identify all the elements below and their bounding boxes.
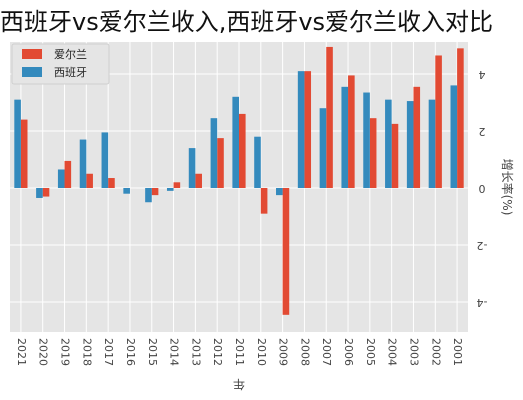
- category-tick-label: 2016: [124, 338, 137, 366]
- value-tick-labels: -4 -2 0 2 4: [477, 68, 488, 309]
- bar-spain-2010: [254, 136, 261, 188]
- page-title: 西班牙vs爱尔兰收入,西班牙vs爱尔兰收入对比: [0, 8, 494, 36]
- bar-ireland-2015: [151, 188, 159, 196]
- bar-ireland-2008: [304, 71, 312, 188]
- category-tick-label: 2009: [277, 338, 290, 366]
- legend: 爱尔兰 西班牙: [11, 43, 110, 85]
- bar-ireland-2012: [217, 138, 224, 188]
- category-tick-label: 2017: [102, 338, 115, 366]
- bar-ireland-2018: [86, 173, 93, 188]
- category-tick-label: 2004: [386, 338, 399, 366]
- legend-swatch-ireland: [22, 49, 42, 59]
- bar-spain-2001: [450, 85, 458, 188]
- category-tick-label: 2014: [168, 338, 181, 366]
- category-tick-label: 2013: [189, 338, 202, 366]
- bar-spain-2017: [101, 132, 109, 188]
- category-tick-label: 2003: [407, 338, 420, 366]
- bar-spain-2018: [79, 139, 87, 188]
- bar-spain-2014: [166, 188, 174, 191]
- bar-ireland-2010: [260, 188, 268, 214]
- bar-spain-2013: [188, 148, 196, 188]
- bar-spain-2012: [210, 118, 218, 188]
- category-tick-label: 2001: [451, 338, 464, 366]
- category-tick-label: 2020: [37, 338, 50, 366]
- bar-spain-2005: [363, 92, 370, 188]
- category-tick-label: 2008: [298, 338, 311, 366]
- bar-ireland-2017: [108, 178, 115, 188]
- category-tick-label: 2018: [80, 338, 93, 366]
- category-tick-label: 2015: [146, 338, 159, 366]
- bar-ireland-2003: [413, 86, 421, 188]
- category-tick-label: 2002: [429, 338, 442, 366]
- bar-spain-2004: [385, 99, 392, 188]
- value-tick-label: 0: [479, 182, 486, 195]
- bar-spain-2008: [297, 71, 305, 188]
- bar-spain-2019: [57, 169, 65, 188]
- value-tick-label: -2: [477, 239, 488, 252]
- bar-spain-2003: [406, 101, 414, 188]
- bar-spain-2006: [341, 86, 349, 188]
- value-tick-label: -4: [477, 296, 488, 309]
- bar-ireland-2021: [20, 119, 28, 188]
- legend-label-ireland: 爱尔兰: [54, 48, 87, 61]
- bar-ireland-2009: [282, 188, 290, 315]
- bar-ireland-2004: [391, 123, 399, 188]
- bar-spain-2016: [123, 188, 130, 194]
- category-tick-label: 2012: [211, 338, 224, 366]
- category-tick-label: 2021: [15, 338, 28, 366]
- bar-ireland-2001: [457, 48, 464, 188]
- bar-ireland-2011: [239, 113, 246, 188]
- value-tick-label: 2: [479, 125, 486, 138]
- bar-spain-2021: [14, 99, 21, 188]
- bar-spain-2009: [276, 188, 283, 196]
- category-tick-label: 2007: [320, 338, 333, 366]
- legend-label-spain: 西班牙: [54, 66, 87, 79]
- y-axis-label: 增长率(%): [500, 159, 515, 216]
- category-tick-label: 2011: [233, 338, 246, 366]
- bar-spain-2020: [36, 188, 43, 198]
- category-tick-label: 2006: [342, 338, 355, 366]
- x-axis-label: 年: [233, 377, 245, 391]
- bars: [14, 46, 464, 315]
- bar-spain-2002: [428, 99, 436, 188]
- category-tick-label: 2005: [364, 338, 377, 366]
- bar-ireland-2002: [435, 55, 442, 188]
- bar-spain-2015: [145, 188, 152, 203]
- bar-ireland-2020: [42, 188, 50, 197]
- value-tick-label: 4: [479, 68, 486, 81]
- category-tick-label: 2010: [255, 338, 268, 366]
- bar-ireland-2013: [195, 173, 202, 188]
- legend-swatch-spain: [22, 67, 42, 77]
- bar-spain-2007: [319, 108, 327, 188]
- bar-ireland-2014: [173, 182, 181, 188]
- bar-ireland-2007: [326, 46, 333, 188]
- category-tick-label: 2019: [59, 338, 72, 366]
- bar-ireland-2006: [348, 75, 355, 188]
- category-tick-labels: 2021 2020 2019 2018 2017 2016 2015 2014 2013 2012…: [15, 338, 464, 366]
- bar-spain-2011: [232, 96, 239, 188]
- bar-ireland-2005: [369, 118, 377, 188]
- bar-ireland-2019: [64, 160, 72, 188]
